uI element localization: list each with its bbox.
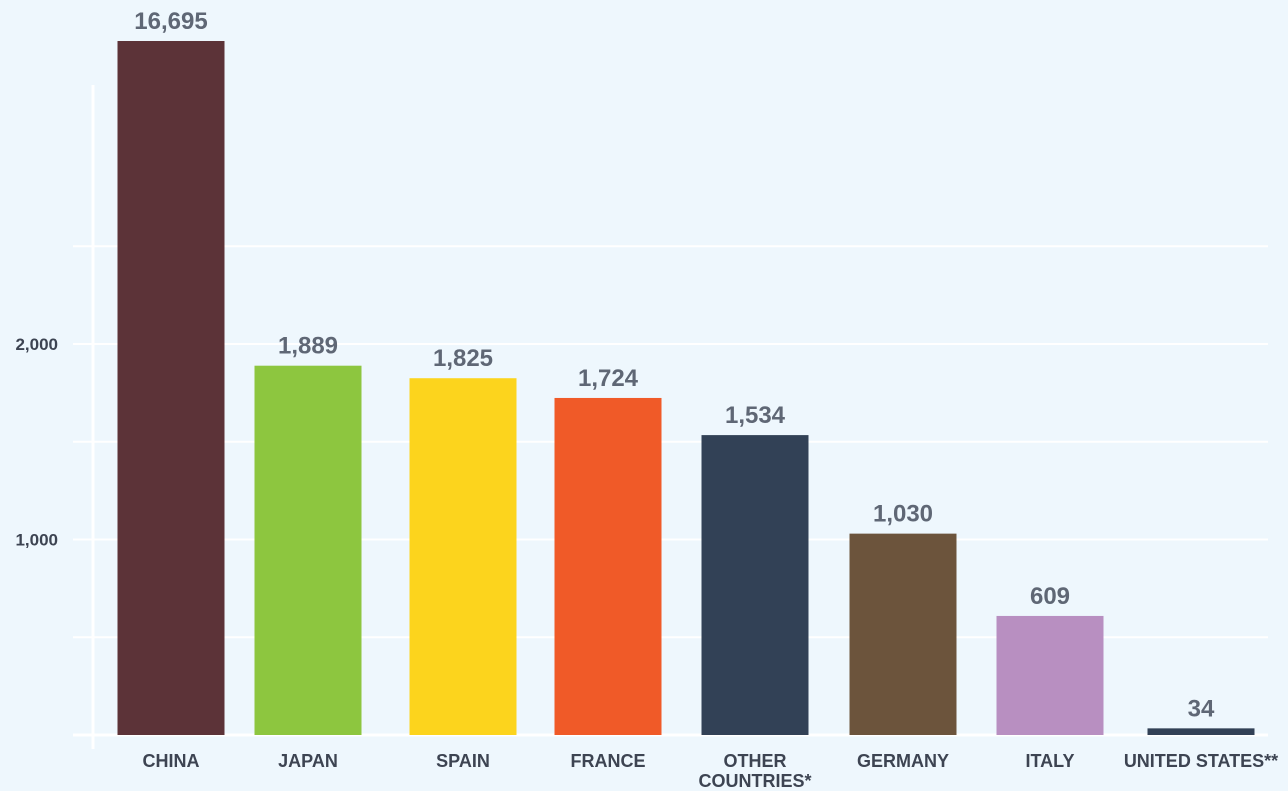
x-tick-label: OTHER COUNTRIES* <box>698 751 811 791</box>
x-tick-label: GERMANY <box>857 751 949 771</box>
bars <box>117 41 1255 735</box>
data-label: 1,534 <box>725 402 786 429</box>
data-label: 34 <box>1188 695 1215 722</box>
bar <box>554 397 662 735</box>
x-tick-label: FRANCE <box>571 751 646 771</box>
data-label: 1,889 <box>278 333 338 360</box>
labels: 16,695 CHINA 1,889 JAPAN 1,825 SPAIN 1,724 FRAN… <box>134 8 1278 791</box>
x-tick-label: ITALY <box>1025 751 1074 771</box>
data-label: 1,030 <box>873 501 933 528</box>
bar <box>409 378 517 735</box>
bar <box>1147 728 1255 735</box>
x-tick-label: CHINA <box>143 751 200 771</box>
data-label: 609 <box>1030 583 1070 610</box>
x-tick-label: UNITED STATES** <box>1124 751 1278 771</box>
bar <box>849 533 957 735</box>
y-tick-label: 1,000 <box>15 531 58 550</box>
data-label: 1,724 <box>578 365 639 392</box>
y-tick-label: 2,000 <box>15 335 58 354</box>
data-label: 16,695 <box>134 8 207 35</box>
data-label: 1,825 <box>433 345 493 372</box>
x-tick-label: JAPAN <box>278 751 338 771</box>
bar <box>117 41 225 735</box>
bar <box>996 615 1104 735</box>
gridlines <box>73 245 1268 639</box>
x-tick-label: SPAIN <box>436 751 490 771</box>
bar <box>254 365 362 735</box>
bar <box>701 435 809 735</box>
